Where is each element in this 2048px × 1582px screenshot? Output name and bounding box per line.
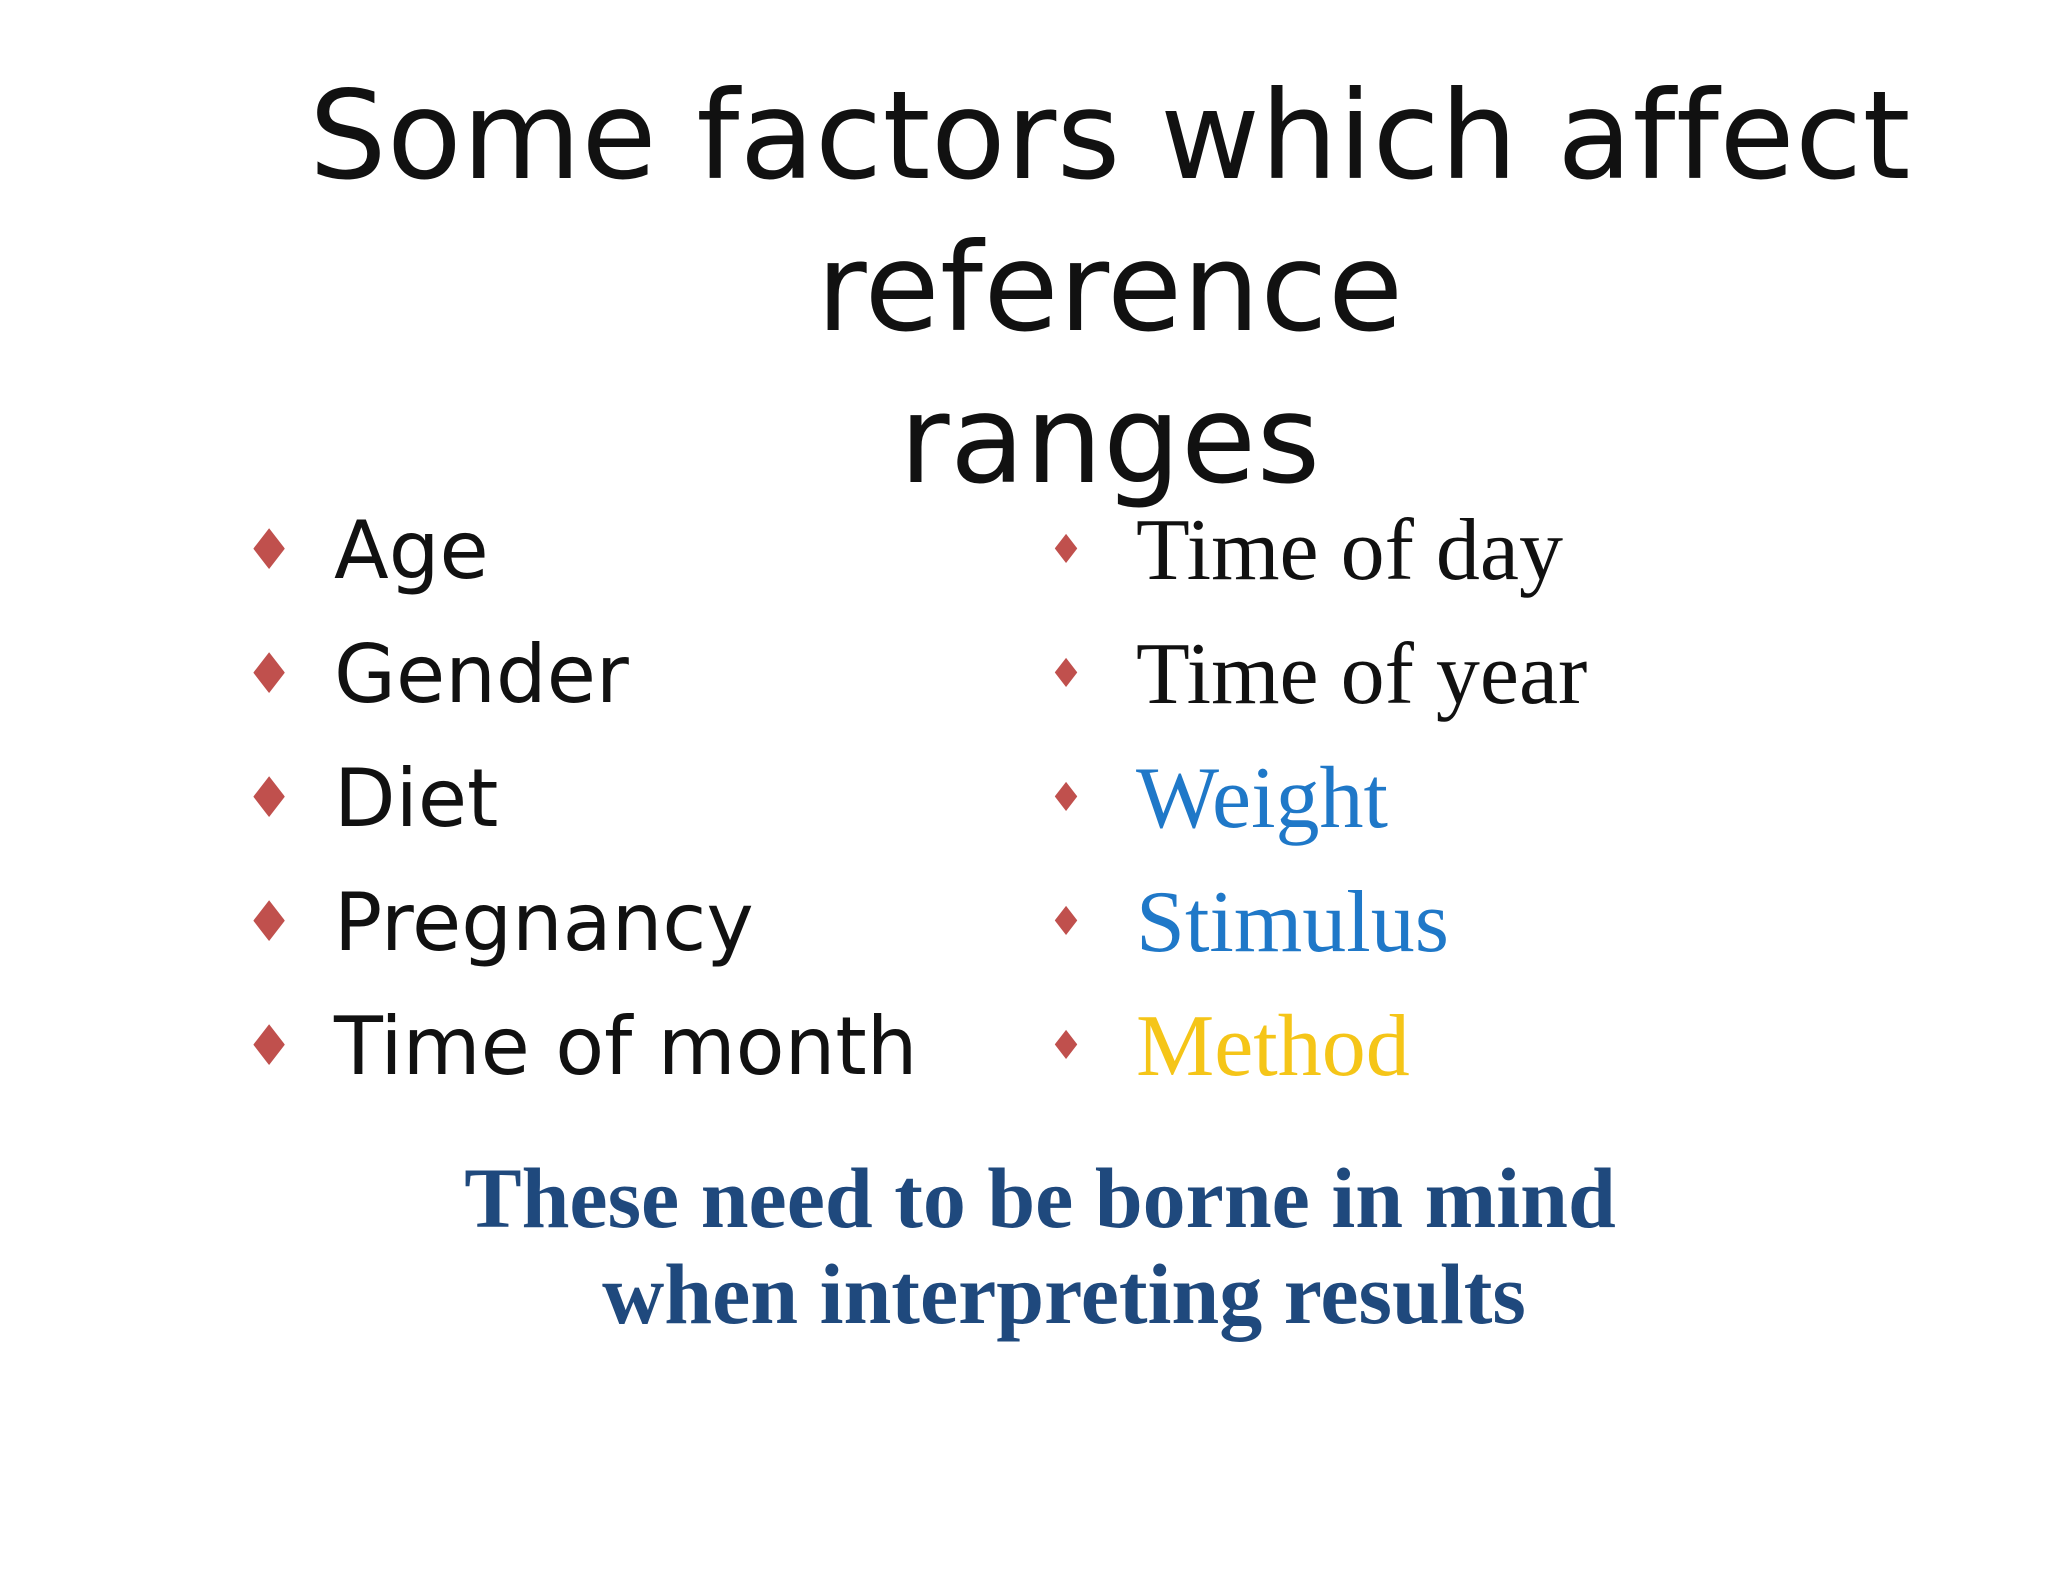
diamond-bullet-icon: ♦ [244,517,295,583]
list-item-diet: ♦ Diet [244,736,917,860]
list-item-gender: ♦ Gender [244,612,917,736]
closing-note-line-1: These need to be borne in mind [464,1150,1616,1246]
list-item-age: ♦ Age [244,488,917,612]
diamond-bullet-icon: ♦ [1048,775,1084,821]
list-item-pregnancy: ♦ Pregnancy [244,860,917,984]
list-item-label: Time of year [1136,625,1588,723]
list-item-stimulus: ♦ Stimulus [1046,860,1587,984]
left-bullet-list: ♦ Age ♦ Gender ♦ Diet ♦ Pregnancy ♦ Time… [244,488,917,1108]
list-item-method: ♦ Method [1046,984,1587,1108]
list-item-label: Diet [334,751,499,845]
diamond-bullet-icon: ♦ [244,641,295,707]
diamond-bullet-icon: ♦ [1048,651,1084,697]
slide-title-line-2: ranges [899,369,1321,511]
diamond-bullet-icon: ♦ [1048,899,1084,945]
list-item-label: Pregnancy [334,875,754,969]
slide-title: Some factors which affect reference rang… [150,60,2048,516]
list-item-time-of-day: ♦ Time of day [1046,488,1587,612]
diamond-bullet-icon: ♦ [244,889,295,955]
right-bullet-list: ♦ Time of day ♦ Time of year ♦ Weight ♦ … [1046,488,1587,1108]
list-item-label: Age [334,503,489,597]
list-item-time-of-month: ♦ Time of month [244,984,917,1108]
diamond-bullet-icon: ♦ [244,765,295,831]
list-item-label: Method [1136,997,1410,1095]
closing-note-line-2: when interpreting results [602,1246,1526,1342]
diamond-bullet-icon: ♦ [244,1013,295,1079]
diamond-bullet-icon: ♦ [1048,527,1084,573]
slide-title-line-1: Some factors which affect reference [309,65,1911,359]
list-item-label: Stimulus [1136,873,1449,971]
diamond-bullet-icon: ♦ [1048,1023,1084,1069]
list-item-weight: ♦ Weight [1046,736,1587,860]
list-item-time-of-year: ♦ Time of year [1046,612,1587,736]
list-item-label: Time of day [1136,501,1563,599]
list-item-label: Gender [334,627,629,721]
closing-note: These need to be borne in mind when inte… [380,1150,1700,1342]
list-item-label: Weight [1136,749,1388,847]
list-item-label: Time of month [334,999,918,1093]
